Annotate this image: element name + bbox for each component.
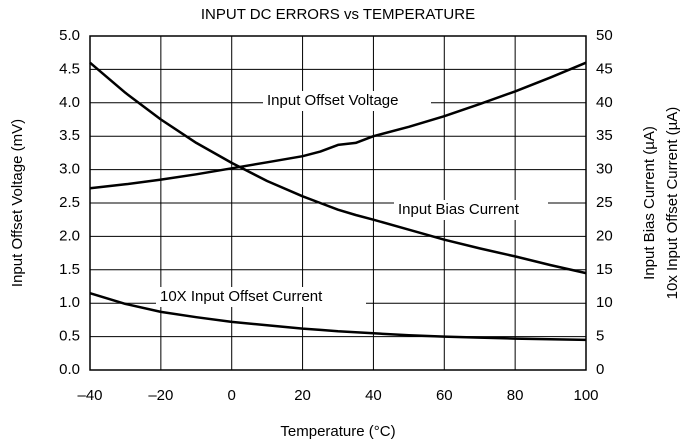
y-tick-label: 2.5 [59, 194, 80, 211]
y-tick-label: 2.0 [59, 227, 80, 244]
x-tick-label: 60 [436, 387, 453, 404]
y-tick-label: 1.0 [59, 294, 80, 311]
y2-tick-label: 45 [596, 60, 613, 77]
y2-tick-label: 10 [596, 294, 613, 311]
y-tick-label: 0.5 [59, 328, 80, 345]
y-tick-label: 4.0 [59, 94, 80, 111]
y2-tick-label: 15 [596, 261, 613, 278]
y-tick-label: 0.0 [59, 361, 80, 378]
y2-tick-label: 50 [596, 27, 613, 44]
y2-tick-label: 35 [596, 127, 613, 144]
y2-tick-label: 30 [596, 161, 613, 178]
y-tick-label: 4.5 [59, 60, 80, 77]
label-bg [263, 91, 431, 111]
x-tick-label: 80 [507, 387, 524, 404]
series-label: Input Offset Voltage [267, 92, 398, 109]
y2-tick-label: 25 [596, 194, 613, 211]
series-line [89, 292, 587, 342]
y2-tick-label: 40 [596, 94, 613, 111]
y2-tick-label: 20 [596, 227, 613, 244]
y-tick-label: 5.0 [59, 27, 80, 44]
x-tick-label: 20 [294, 387, 311, 404]
y2-axis-label: Input Bias Current (µA) [641, 126, 658, 280]
series-label: Input Bias Current [398, 201, 520, 218]
x-tick-label: 100 [573, 387, 598, 404]
y2-tick-label: 5 [596, 328, 604, 345]
y-tick-label: 3.5 [59, 127, 80, 144]
x-tick-label: –40 [77, 387, 102, 404]
x-tick-label: 0 [228, 387, 236, 404]
series-line [89, 61, 587, 190]
label-bg [394, 200, 548, 220]
series-line [89, 61, 587, 275]
x-tick-label: –20 [148, 387, 173, 404]
chart-title: INPUT DC ERRORS vs TEMPERATURE [201, 6, 475, 23]
x-axis-label: Temperature (°C) [280, 423, 395, 440]
y2-axis-label: 10x Input Offset Current (µA) [664, 107, 681, 300]
y-tick-label: 1.5 [59, 261, 80, 278]
y-tick-label: 3.0 [59, 161, 80, 178]
series-label: 10X Input Offset Current [160, 288, 323, 305]
label-bg [156, 287, 366, 307]
plot-border [89, 35, 587, 371]
y-axis-label: Input Offset Voltage (mV) [9, 119, 26, 287]
x-tick-label: 40 [365, 387, 382, 404]
y2-tick-label: 0 [596, 361, 604, 378]
